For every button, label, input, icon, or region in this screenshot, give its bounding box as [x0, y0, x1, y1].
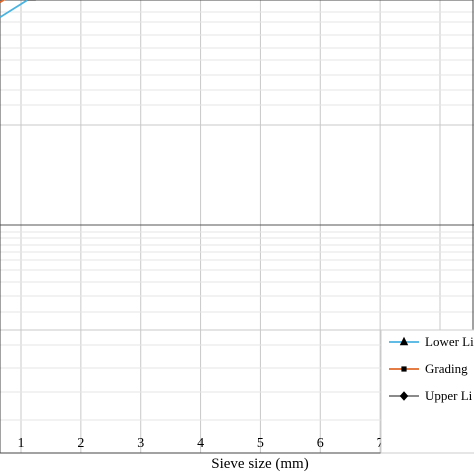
- x-tick-label: 1: [18, 436, 25, 451]
- legend: Lower Li Grading Upper Li: [380, 329, 474, 454]
- legend-item: Grading: [389, 361, 468, 376]
- series-lines: [0, 0, 36, 19]
- x-tick-label: 5: [257, 436, 264, 451]
- legend-item: Upper Li: [389, 388, 473, 403]
- legend-label: Lower Li: [425, 334, 474, 349]
- data-point-triangle: [399, 336, 409, 346]
- x-tick-label: 7: [377, 436, 384, 451]
- data-point-diamond: [399, 391, 409, 401]
- series-line: [0, 0, 30, 19]
- data-point-square: [401, 366, 407, 372]
- legend-box: [380, 329, 474, 454]
- x-axis-label: Sieve size (mm): [211, 456, 308, 472]
- x-tick-label: 3: [137, 436, 144, 451]
- x-tick-label: 6: [317, 436, 324, 451]
- legend-label: Grading: [425, 361, 468, 376]
- plot-frame: [0, 0, 474, 454]
- x-tick-label: 2: [77, 436, 84, 451]
- series-lower-li: [0, 0, 36, 19]
- x-tick-labels: 12345678: [18, 436, 444, 451]
- x-tick-label: 4: [197, 436, 204, 451]
- data-point-triangle: [27, 0, 36, 1]
- legend-label: Upper Li: [425, 388, 473, 403]
- legend-item: Lower Li: [389, 334, 474, 349]
